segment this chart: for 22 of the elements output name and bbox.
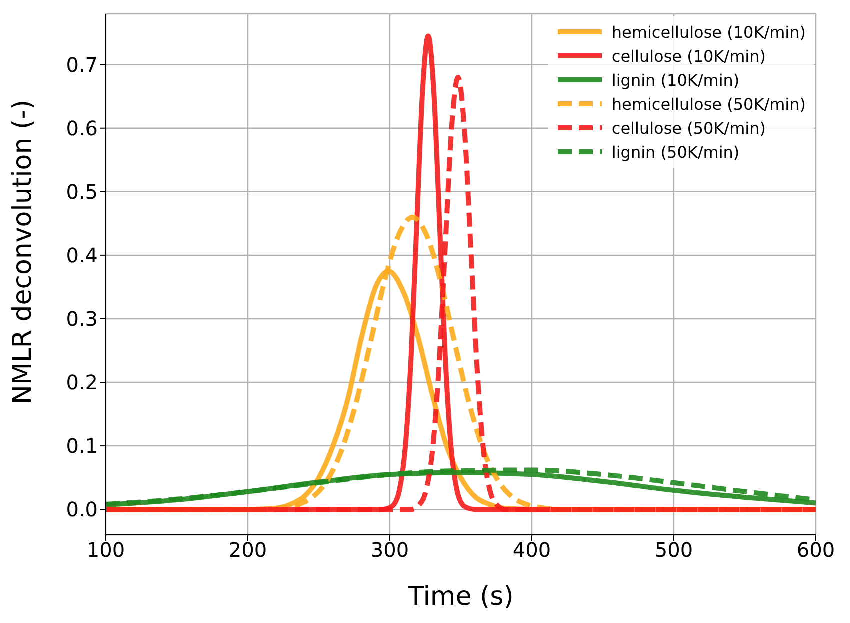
y-tick-label: 0.0 xyxy=(66,498,98,522)
legend-label: hemicellulose (10K/min) xyxy=(612,22,806,42)
x-tick-label: 600 xyxy=(796,538,836,562)
x-tick-label: 300 xyxy=(370,538,410,562)
x-tick-label: 100 xyxy=(86,538,126,562)
y-tick-label: 0.2 xyxy=(66,370,98,395)
legend-label: cellulose (10K/min) xyxy=(612,46,766,66)
y-tick-label: 0.3 xyxy=(66,307,98,332)
y-tick-label: 0.6 xyxy=(66,116,98,140)
legend-label: lignin (50K/min) xyxy=(612,142,740,162)
legend-label: hemicellulose (50K/min) xyxy=(612,94,806,114)
y-tick-label: 0.5 xyxy=(66,180,98,204)
y-tick-label: 0.4 xyxy=(66,244,98,268)
legend-label: lignin (10K/min) xyxy=(612,70,740,90)
y-tick-label: 0.7 xyxy=(66,52,98,77)
y-tick-label: 0.1 xyxy=(66,434,98,458)
x-tick-label: 200 xyxy=(228,538,268,562)
x-tick-label: 500 xyxy=(654,538,694,562)
legend-label: cellulose (50K/min) xyxy=(612,118,766,138)
x-tick-label: 400 xyxy=(512,538,552,562)
x-axis-title: Time (s) xyxy=(407,582,514,612)
y-axis-title: NMLR deconvolution (-) xyxy=(8,100,38,404)
